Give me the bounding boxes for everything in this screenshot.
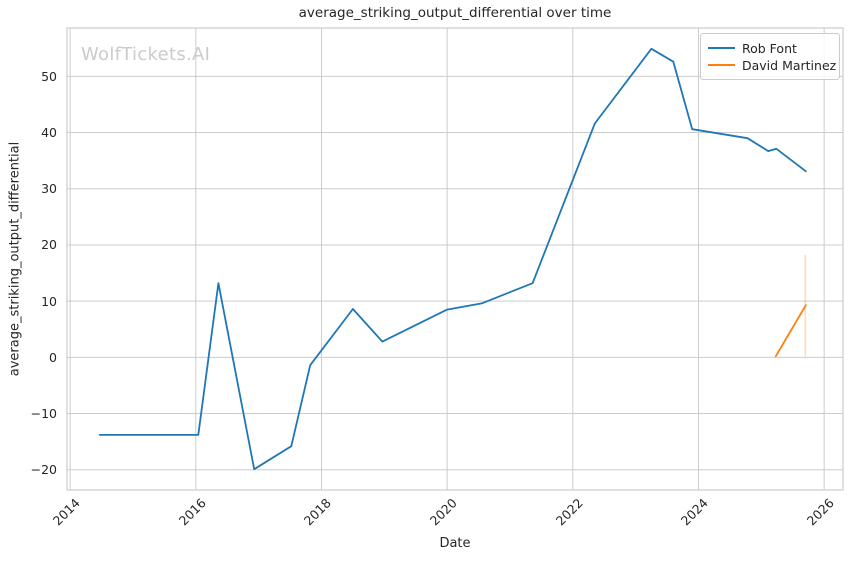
- series-line-david-martinez: [774, 304, 807, 358]
- series-line-rob-font: [98, 47, 807, 471]
- legend-label-david-martinez: David Martinez: [742, 57, 837, 73]
- plot-frame: [66, 27, 844, 491]
- y-tick-label--20: −20: [30, 462, 57, 478]
- y-tick-label-40: 40: [41, 125, 57, 141]
- y-tick-label-30: 30: [41, 181, 57, 197]
- legend-label-rob-font: Rob Font: [742, 40, 797, 56]
- chart-title: average_striking_output_differential ove…: [298, 5, 612, 21]
- legend-line-sample-rob-font: [708, 47, 735, 49]
- y-tick-label-10: 10: [41, 293, 57, 309]
- y-tick-label-20: 20: [41, 237, 57, 253]
- y-axis-label: average_striking_output_differential: [7, 141, 23, 377]
- y-tick-label-0: 0: [49, 349, 57, 365]
- y-tick-label--10: −10: [30, 406, 57, 422]
- legend-item-david-martinez: David Martinez: [708, 57, 836, 73]
- legend-item-rob-font: Rob Font: [708, 40, 832, 56]
- watermark: WolfTickets.AI: [81, 44, 211, 65]
- x-axis-label: Date: [439, 536, 471, 551]
- legend-line-sample-david-martinez: [708, 64, 735, 66]
- y-tick-label-50: 50: [41, 68, 57, 84]
- legend: Rob Font David Martinez: [700, 33, 840, 80]
